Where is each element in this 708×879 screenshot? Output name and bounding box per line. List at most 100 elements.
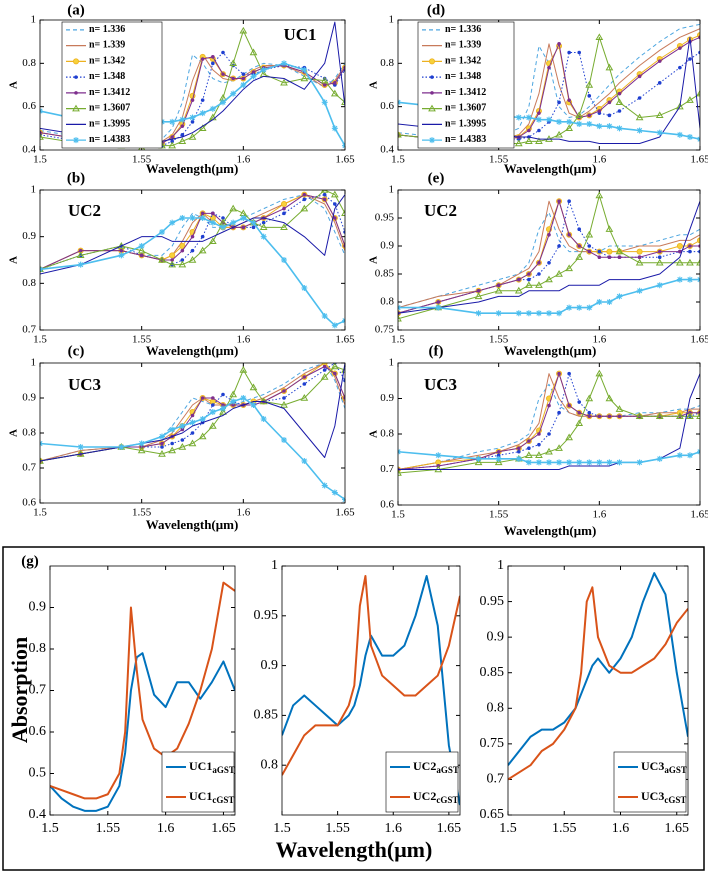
marker [615,405,624,412]
marker [280,223,288,231]
marker [331,489,338,496]
marker [300,393,309,401]
legend-label: n= 1.339 [445,40,481,51]
marker [515,114,522,121]
marker [527,272,531,276]
marker [525,114,532,121]
marker [211,403,215,407]
marker [158,449,166,457]
marker [341,209,345,217]
marker [322,368,327,372]
marker [676,452,683,459]
marker [281,257,287,263]
marker [557,42,561,46]
marker [586,304,593,311]
marker [180,133,185,137]
marker [321,313,328,319]
marker [535,310,542,317]
marker [617,91,622,96]
marker [170,441,174,446]
series-group [40,190,345,329]
marker [525,451,533,458]
marker [190,431,195,435]
legend-subscript: cGST [212,795,234,805]
marker [190,234,195,239]
y-tick-label: 0.8 [380,57,394,69]
marker [585,230,594,238]
x-axis-label: Wavelength(μm) [276,837,433,862]
marker [607,414,612,419]
series-line [40,366,345,462]
marker [656,455,663,462]
marker [607,100,612,105]
y-tick-label: 0.7 [487,772,505,787]
legend-label: n= 1.3607 [445,103,486,114]
marker [527,439,531,443]
legend-label: n= 1.336 [445,24,481,35]
y-tick-label: 1 [31,14,37,26]
marker [300,204,309,212]
marker [322,192,327,197]
legend-name: UC2 [413,759,436,773]
marker [525,310,532,317]
marker [330,89,339,97]
marker [250,402,257,408]
marker [179,242,186,249]
marker [302,197,307,202]
legend-name: n= 1.4383 [445,134,486,145]
marker [606,459,613,466]
marker [606,123,613,130]
y-tick-label: 0.9 [22,230,36,242]
marker [474,458,483,466]
legend-label: n= 1.3607 [89,103,130,114]
y-tick-label: 1 [271,558,278,573]
marker [655,258,664,266]
y-tick-label: 0.8 [487,701,505,716]
marker [686,96,694,103]
marker [586,121,593,127]
marker [211,55,215,59]
plot-frame [39,19,346,151]
marker [617,414,622,419]
y-tick-label: 0.9 [487,629,505,644]
marker [119,248,124,253]
legend-label: UC1cGST [189,789,234,805]
marker [74,75,78,79]
x-tick-label: 1.55 [489,509,509,521]
marker [322,83,327,87]
x-tick-label: 1.55 [132,507,152,519]
x-tick-label: 1.55 [489,154,509,166]
marker [587,244,592,248]
marker [169,252,176,259]
marker [597,414,602,419]
series-line [398,373,700,470]
marker [678,46,682,50]
marker [229,59,238,67]
marker [576,121,583,127]
marker [686,134,693,140]
marker [40,130,42,135]
series-line [40,363,345,462]
marker [198,124,207,132]
marker [221,72,225,76]
legend-name: n= 1.3607 [445,103,486,114]
marker [585,80,594,88]
marker [341,98,345,106]
panel-label: (f) [429,343,444,359]
y-tick-label: 0.8 [29,641,47,656]
marker [698,50,700,55]
marker [198,432,207,440]
legend-subscript: aGST [436,765,459,775]
marker [577,410,581,415]
marker [587,113,592,118]
panel-label: (g) [21,553,39,569]
x-tick-label: 1.55 [132,154,152,166]
legend-subscript: cGST [436,795,458,805]
series-line [282,574,460,806]
marker [496,449,501,454]
marker [260,233,267,240]
marker [686,276,693,283]
series-line [398,200,700,314]
marker [686,412,694,419]
marker [188,439,197,447]
